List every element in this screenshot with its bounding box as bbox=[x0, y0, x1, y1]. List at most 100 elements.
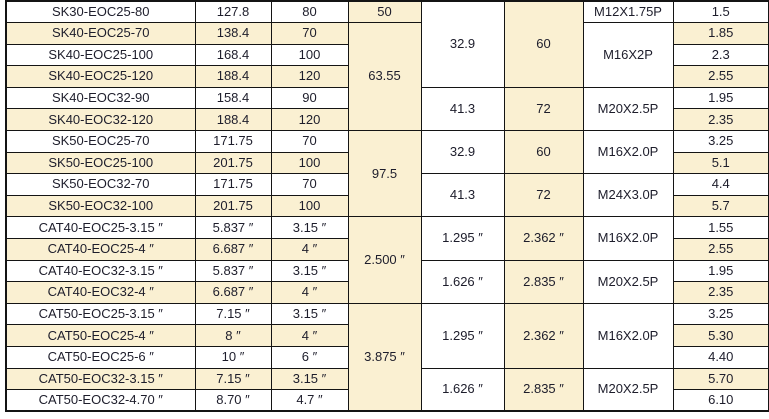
cell-col2: 7.15 ″ bbox=[194, 367, 272, 391]
cell-col7-thread: M12X1.75P bbox=[582, 0, 674, 24]
cell-col8: 5.70 bbox=[672, 367, 769, 391]
cell-col8: 2.55 bbox=[672, 238, 769, 261]
cell-col2: 10 ″ bbox=[194, 346, 272, 369]
cell-col4-merged: 97.5 bbox=[347, 130, 422, 218]
cell-col7-thread: M20X2.5P bbox=[582, 86, 674, 132]
cell-col8: 4.40 bbox=[672, 346, 769, 369]
cell-model: SK50-EOC32-70 bbox=[5, 173, 196, 196]
cell-model: CAT50-EOC32-3.15 ″ bbox=[5, 367, 196, 391]
cell-col6-merged: 2.362 ″ bbox=[503, 302, 584, 369]
table-row: SK50-EOC32-100 201.75 100 5.7 bbox=[5, 194, 769, 218]
table-row: SK40-EOC32-120 188.4 120 2.35 bbox=[5, 108, 769, 132]
table-row: SK30-EOC25-80 127.8 80 50 32.9 60 M12X1.… bbox=[5, 0, 769, 88]
cell-col2: 168.4 bbox=[194, 43, 272, 67]
cell-model: SK40-EOC25-120 bbox=[5, 65, 196, 88]
cell-col2: 6.687 ″ bbox=[194, 281, 272, 304]
cell-col8: 1.55 bbox=[672, 216, 769, 240]
cell-col5-merged: 41.3 bbox=[420, 173, 505, 218]
cell-col6-merged: 72 bbox=[503, 86, 584, 132]
cell-model: CAT40-EOC32-3.15 ″ bbox=[5, 259, 196, 283]
table-row: SK50-EOC32-70 171.75 70 41.3 72 M24X3.0P… bbox=[5, 173, 769, 218]
cell-col3: 120 bbox=[270, 65, 349, 88]
cell-col2: 138.4 bbox=[194, 22, 272, 45]
cell-model: CAT50-EOC25-6 ″ bbox=[5, 346, 196, 369]
table-row: CAT40-EOC32-3.15 ″ 5.837 ″ 3.15 ″ 1.626 … bbox=[5, 259, 769, 304]
table-row: SK40-EOC25-120 188.4 120 2.55 bbox=[5, 65, 769, 88]
cell-col4-merged: 3.875 ″ bbox=[347, 302, 422, 412]
cell-col4-merged: 50 bbox=[347, 0, 422, 24]
cell-col2: 5.837 ″ bbox=[194, 259, 272, 283]
cell-model: CAT50-EOC25-4 ″ bbox=[5, 324, 196, 347]
cell-col8: 2.3 bbox=[672, 43, 769, 67]
table-row: CAT50-EOC32-4.70 ″ 8.70 ″ 4.7 ″ 6.10 bbox=[5, 389, 769, 412]
cell-model: SK40-EOC32-90 bbox=[5, 86, 196, 110]
cell-col2: 188.4 bbox=[194, 65, 272, 88]
table-row: SK40-EOC32-90 158.4 90 41.3 72 M20X2.5P … bbox=[5, 86, 769, 132]
cell-model: SK30-EOC25-80 bbox=[5, 0, 196, 24]
cell-col3: 70 bbox=[270, 130, 349, 153]
cell-col8: 2.35 bbox=[672, 281, 769, 304]
cell-col4-merged: 2.500 ″ bbox=[347, 216, 422, 304]
cell-col4-merged: 63.55 bbox=[347, 22, 422, 132]
cell-col6-merged: 72 bbox=[503, 173, 584, 218]
cell-model: SK40-EOC25-70 bbox=[5, 22, 196, 45]
cell-col2: 171.75 bbox=[194, 130, 272, 153]
cell-col3: 100 bbox=[270, 151, 349, 175]
cell-col3: 4.7 ″ bbox=[270, 389, 349, 412]
cell-col3: 80 bbox=[270, 0, 349, 24]
cell-col2: 171.75 bbox=[194, 173, 272, 196]
cell-col3: 4 ″ bbox=[270, 324, 349, 347]
cell-col3: 3.15 ″ bbox=[270, 216, 349, 240]
cell-col5-merged: 41.3 bbox=[420, 86, 505, 132]
cell-col3: 6 ″ bbox=[270, 346, 349, 369]
cell-model: CAT40-EOC25-4 ″ bbox=[5, 238, 196, 261]
cell-model: SK40-EOC25-100 bbox=[5, 43, 196, 67]
cell-col3: 70 bbox=[270, 22, 349, 45]
table-row: CAT50-EOC32-3.15 ″ 7.15 ″ 3.15 ″ 1.626 ″… bbox=[5, 367, 769, 412]
cell-model: SK50-EOC25-100 bbox=[5, 151, 196, 175]
cell-col3: 3.15 ″ bbox=[270, 259, 349, 283]
table-row: CAT40-EOC25-3.15 ″ 5.837 ″ 3.15 ″ 2.500 … bbox=[5, 216, 769, 304]
cell-col8: 5.7 bbox=[672, 194, 769, 218]
cell-col3: 100 bbox=[270, 194, 349, 218]
cell-col7-thread: M16X2.0P bbox=[582, 302, 674, 369]
cell-col7-thread: M20X2.5P bbox=[582, 367, 674, 412]
cell-col8: 1.95 bbox=[672, 259, 769, 283]
cell-col3: 100 bbox=[270, 43, 349, 67]
cell-col6-merged: 2.835 ″ bbox=[503, 367, 584, 412]
cell-col2: 158.4 bbox=[194, 86, 272, 110]
cell-col6-merged: 2.835 ″ bbox=[503, 259, 584, 304]
cell-col8: 4.4 bbox=[672, 173, 769, 196]
cell-col7-thread: M16X2P bbox=[582, 22, 674, 88]
table-row: CAT50-EOC25-6 ″ 10 ″ 6 ″ 4.40 bbox=[5, 346, 769, 369]
cell-col2: 6.687 ″ bbox=[194, 238, 272, 261]
cell-col2: 188.4 bbox=[194, 108, 272, 132]
cell-col8: 1.95 bbox=[672, 86, 769, 110]
cell-model: SK50-EOC25-70 bbox=[5, 130, 196, 153]
cell-col7-thread: M24X3.0P bbox=[582, 173, 674, 218]
cell-col5-merged: 1.295 ″ bbox=[420, 302, 505, 369]
cell-col8: 3.25 bbox=[672, 302, 769, 326]
cell-col2: 201.75 bbox=[194, 194, 272, 218]
table-row: SK40-EOC25-100 168.4 100 2.3 bbox=[5, 43, 769, 67]
cell-col3: 4 ″ bbox=[270, 238, 349, 261]
cell-col2: 127.8 bbox=[194, 0, 272, 24]
cell-col8: 3.25 bbox=[672, 130, 769, 153]
table-row: CAT50-EOC25-4 ″ 8 ″ 4 ″ 5.30 bbox=[5, 324, 769, 347]
cell-col5-merged: 32.9 bbox=[420, 0, 505, 88]
cell-col8: 2.55 bbox=[672, 65, 769, 88]
table-row: SK50-EOC25-70 171.75 70 97.5 32.9 60 M16… bbox=[5, 130, 769, 218]
cell-col5-merged: 1.626 ″ bbox=[420, 259, 505, 304]
cell-col2: 8 ″ bbox=[194, 324, 272, 347]
table-row: SK40-EOC25-70 138.4 70 63.55 M16X2P 1.85 bbox=[5, 22, 769, 132]
cell-col2: 5.837 ″ bbox=[194, 216, 272, 240]
cell-col2: 8.70 ″ bbox=[194, 389, 272, 412]
cell-col8: 2.35 bbox=[672, 108, 769, 132]
cell-col5-merged: 1.295 ″ bbox=[420, 216, 505, 261]
cell-col6-merged: 2.362 ″ bbox=[503, 216, 584, 261]
cell-col7-thread: M20X2.5P bbox=[582, 259, 674, 304]
cell-model: SK50-EOC32-100 bbox=[5, 194, 196, 218]
cell-col3: 4 ″ bbox=[270, 281, 349, 304]
cell-col3: 120 bbox=[270, 108, 349, 132]
cell-col5-merged: 1.626 ″ bbox=[420, 367, 505, 412]
